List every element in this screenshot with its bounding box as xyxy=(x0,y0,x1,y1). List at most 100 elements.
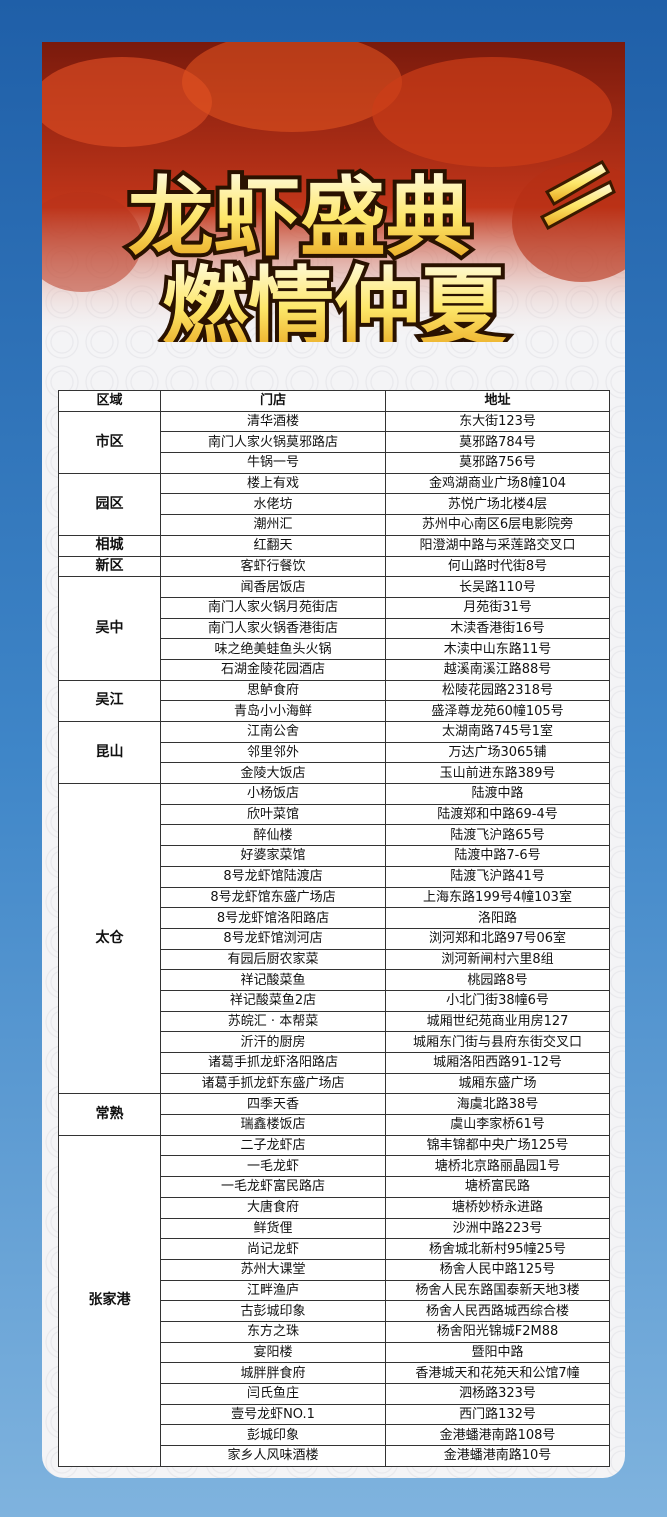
store-cell: 邻里邻外 xyxy=(160,741,386,764)
store-cell: 客虾行餐饮 xyxy=(160,555,386,578)
address-cell: 松陵花园路2318号 xyxy=(385,679,610,702)
table-row: 金陵大饭店 玉山前进东路389号 xyxy=(59,762,610,785)
table-row: 祥记酸菜鱼2店 小北门街38幢6号 xyxy=(59,989,610,1012)
address-cell: 杨舍城北新村95幢25号 xyxy=(385,1238,610,1260)
store-cell: 南门人家火锅香港街店 xyxy=(160,617,386,640)
address-cell: 盛泽尊龙苑60幢105号 xyxy=(385,700,610,722)
store-cell: 南门人家火锅月苑街店 xyxy=(160,596,386,619)
table-row: 壹号龙虾NO.1 西门路132号 xyxy=(59,1403,610,1426)
table-row: 青岛小小海鲜 盛泽尊龙苑60幢105号 xyxy=(59,700,610,722)
table-row: 味之绝美蛙鱼头火锅 木渎中山东路11号 xyxy=(59,638,610,660)
region-cell: 张家港 xyxy=(58,1134,161,1467)
region-cell: 新区 xyxy=(58,555,161,578)
table-row: 石湖金陵花园酒店 越溪南溪江路88号 xyxy=(59,658,610,681)
store-cell: 8号龙虾馆浏河店 xyxy=(160,927,386,950)
store-cell: 有园后厨农家菜 xyxy=(160,948,386,971)
address-cell: 东大街123号 xyxy=(385,410,610,433)
address-cell: 玉山前进东路389号 xyxy=(385,762,610,785)
table-row: 太仓 小杨饭店 陆渡中路 xyxy=(58,783,610,1095)
store-cell: 石湖金陵花园酒店 xyxy=(160,658,386,681)
region-cell: 昆山 xyxy=(58,720,161,785)
address-cell: 木渎香港街16号 xyxy=(385,617,610,640)
store-cell: 青岛小小海鲜 xyxy=(160,700,386,722)
address-cell: 西门路132号 xyxy=(385,1403,610,1426)
address-cell: 塘桥北京路丽晶园1号 xyxy=(385,1155,610,1178)
address-cell: 浏河新闸村六里8组 xyxy=(385,948,610,971)
table-row: 吴中 闻香居饭店 长吴路110号 xyxy=(58,576,610,681)
region-cell: 园区 xyxy=(58,472,161,536)
address-cell: 陆渡中路7-6号 xyxy=(385,845,610,867)
address-cell: 小北门街38幢6号 xyxy=(385,989,610,1012)
table-row: 苏皖汇 · 本帮菜 城厢世纪苑商业用房127 xyxy=(59,1010,610,1033)
store-cell: 欣叶菜馆 xyxy=(160,803,386,826)
store-cell: 彭城印象 xyxy=(160,1424,386,1447)
address-cell: 香港城天和花苑天和公馆7幢 xyxy=(385,1362,610,1384)
store-cell: 醉仙楼 xyxy=(160,824,386,847)
panel: 龙虾盛典 燃情仲夏 区域 门店 地址 市区 清华酒楼 东大街123号 南门人家火锅莫邪路店… xyxy=(42,42,625,1478)
title-line1: 龙虾盛典 xyxy=(128,168,472,268)
table-row: 苏州大课堂 杨舍人民中路125号 xyxy=(59,1258,610,1281)
store-cell: 思鲈食府 xyxy=(160,679,386,702)
store-cell: 沂汗的厨房 xyxy=(160,1031,386,1053)
region-cell: 太仓 xyxy=(58,783,161,1095)
region-cell: 市区 xyxy=(58,410,161,474)
table-row: 诸葛手抓龙虾洛阳路店 城厢洛阳西路91-12号 xyxy=(59,1052,610,1074)
table-row: 家乡人风味酒楼 金港蟠港南路10号 xyxy=(59,1445,610,1467)
table-row: 潮州汇 苏州中心南区6层电影院旁 xyxy=(59,514,610,536)
store-cell: 城胖胖食府 xyxy=(160,1362,386,1384)
address-cell: 塘桥富民路 xyxy=(385,1176,610,1198)
address-cell: 桃园路8号 xyxy=(385,969,610,991)
address-cell: 暨阳中路 xyxy=(385,1341,610,1364)
table-row: 南门人家火锅莫邪路店 莫邪路784号 xyxy=(59,431,610,454)
hero: 龙虾盛典 燃情仲夏 xyxy=(42,42,625,342)
address-cell: 苏悦广场北楼4层 xyxy=(385,493,610,516)
table-row: 尚记龙虾 杨舍城北新村95幢25号 xyxy=(59,1238,610,1260)
store-cell: 小杨饭店 xyxy=(160,783,386,805)
address-cell: 木渎中山东路11号 xyxy=(385,638,610,660)
address-cell: 金港蟠港南路10号 xyxy=(385,1445,610,1467)
column-header: 区域 xyxy=(58,390,161,412)
table-row: 相城 红翻天 阳澄湖中路与采莲路交叉口 xyxy=(58,534,610,557)
address-cell: 金港蟠港南路108号 xyxy=(385,1424,610,1447)
region-cell: 吴江 xyxy=(58,679,161,723)
store-cell: 祥记酸菜鱼 xyxy=(160,969,386,991)
store-cell: 苏州大课堂 xyxy=(160,1258,386,1281)
store-cell: 家乡人风味酒楼 xyxy=(160,1445,386,1467)
address-cell: 泗杨路323号 xyxy=(385,1383,610,1405)
table-row: 市区 清华酒楼 东大街123号 xyxy=(58,410,610,474)
address-cell: 上海东路199号4幢103室 xyxy=(385,886,610,909)
store-cell: 古彭城印象 xyxy=(160,1300,386,1322)
address-cell: 长吴路110号 xyxy=(385,576,610,598)
address-cell: 沙洲中路223号 xyxy=(385,1217,610,1240)
address-cell: 杨舍人民东路国泰新天地3楼 xyxy=(385,1279,610,1302)
store-cell: 苏皖汇 · 本帮菜 xyxy=(160,1010,386,1033)
store-cell: 四季天香 xyxy=(160,1093,386,1116)
table-row: 欣叶菜馆 陆渡郑和中路69-4号 xyxy=(59,803,610,826)
table-row: 彭城印象 金港蟠港南路108号 xyxy=(59,1424,610,1447)
store-cell: 祥记酸菜鱼2店 xyxy=(160,989,386,1012)
table-row: 有园后厨农家菜 浏河新闸村六里8组 xyxy=(59,948,610,971)
address-cell: 莫邪路784号 xyxy=(385,431,610,454)
column-header: 地址 xyxy=(385,390,610,412)
store-cell: 宴阳楼 xyxy=(160,1341,386,1364)
address-cell: 陆渡郑和中路69-4号 xyxy=(385,803,610,826)
store-cell: 8号龙虾馆东盛广场店 xyxy=(160,886,386,909)
region-cell: 相城 xyxy=(58,534,161,557)
store-cell: 味之绝美蛙鱼头火锅 xyxy=(160,638,386,660)
table-row: 一毛龙虾富民路店 塘桥富民路 xyxy=(59,1176,610,1198)
address-cell: 何山路时代街8号 xyxy=(385,555,610,578)
store-cell: 水佬坊 xyxy=(160,493,386,516)
store-cell: 大唐食府 xyxy=(160,1196,386,1219)
table-row: 城胖胖食府 香港城天和花苑天和公馆7幢 xyxy=(59,1362,610,1384)
table-row: 祥记酸菜鱼 桃园路8号 xyxy=(59,969,610,991)
address-cell: 洛阳路 xyxy=(385,907,610,929)
store-table: 区域 门店 地址 市区 清华酒楼 东大街123号 南门人家火锅莫邪路店 莫邪路784号 牛锅一… xyxy=(58,390,610,1467)
table-row: 一毛龙虾 塘桥北京路丽晶园1号 xyxy=(59,1155,610,1178)
address-cell: 陆渡飞沪路65号 xyxy=(385,824,610,847)
store-cell: 潮州汇 xyxy=(160,514,386,536)
table-row: 吴江 思鲈食府 松陵花园路2318号 xyxy=(58,679,610,723)
store-cell: 瑞鑫楼饭店 xyxy=(160,1114,386,1136)
table-body: 市区 清华酒楼 东大街123号 南门人家火锅莫邪路店 莫邪路784号 牛锅一号 莫邪路756… xyxy=(58,410,610,1467)
address-cell: 陆渡中路 xyxy=(385,783,610,805)
region-cell: 吴中 xyxy=(58,576,161,681)
